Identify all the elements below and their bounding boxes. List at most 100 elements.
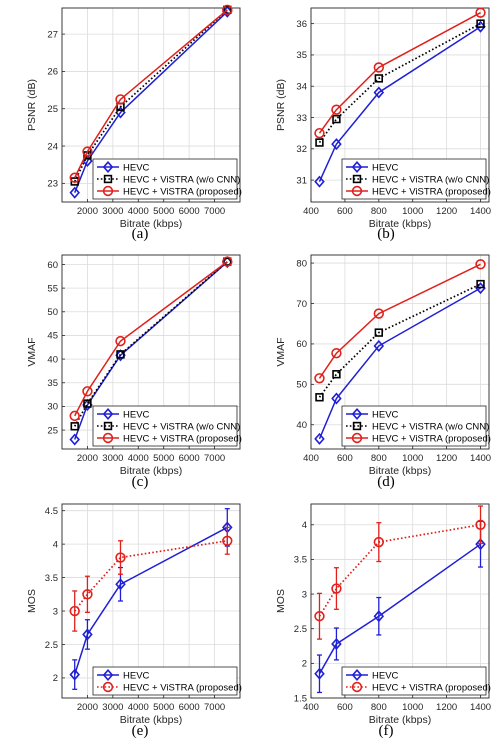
x-tick-label: 4000 xyxy=(128,206,149,217)
y-tick-label: 4 xyxy=(302,520,307,531)
y-tick-label: 55 xyxy=(47,283,58,294)
data-point xyxy=(331,637,342,650)
axes-frame xyxy=(61,503,241,699)
series-line xyxy=(73,260,228,427)
panel-caption: (e) xyxy=(132,723,149,739)
y-tick-label: 25 xyxy=(47,425,58,436)
data-point xyxy=(314,127,325,139)
series-line xyxy=(74,9,228,179)
panel-caption: (f) xyxy=(379,723,394,739)
data-point xyxy=(315,138,324,147)
axes-frame xyxy=(310,503,490,699)
legend-marker xyxy=(351,681,363,693)
x-tick-label: 1200 xyxy=(436,702,457,713)
x-axis-label: Bitrate (kbps) xyxy=(369,465,431,477)
data-point xyxy=(69,410,80,422)
series-3 xyxy=(69,4,233,183)
x-tick-label: 1400 xyxy=(470,702,491,713)
y-tick-label: 24 xyxy=(47,141,58,152)
chart-panel-1: 2000 3000 4000 5000 6000 7000 23 24 25 26 27 Bitrat… xyxy=(26,4,242,242)
series-line xyxy=(74,11,228,193)
legend-entry: HEVC + ViSTRA (proposed) xyxy=(372,433,491,444)
data-point xyxy=(475,538,486,551)
series-line xyxy=(318,543,481,675)
chart-panel-2: 400 600 800 1000 1200 1400 31 32 33 34 35 36 Bitrate… xyxy=(275,7,491,242)
y-tick-label: 2.5 xyxy=(294,624,307,635)
y-tick-label: 31 xyxy=(296,175,307,186)
x-tick-label: 1200 xyxy=(436,453,457,464)
y-tick-label: 60 xyxy=(47,260,58,271)
x-tick-label: 2000 xyxy=(77,453,98,464)
y-tick-label: 40 xyxy=(47,354,58,365)
y-tick-label: 26 xyxy=(47,67,58,78)
data-point xyxy=(331,138,342,151)
series-3 xyxy=(314,7,486,139)
x-axis-label: Bitrate (kbps) xyxy=(120,465,182,477)
x-tick-label: 1400 xyxy=(470,206,491,217)
data-point xyxy=(373,62,385,73)
legend-entry: HEVC + ViSTRA (proposed) xyxy=(372,186,491,197)
data-point xyxy=(373,536,385,548)
series-line xyxy=(318,22,481,144)
legend-entry: HEVC xyxy=(123,670,150,681)
axes-frame xyxy=(310,254,490,450)
y-axis-label: MOS xyxy=(26,589,38,613)
x-tick-label: 800 xyxy=(371,453,387,464)
data-point xyxy=(69,172,80,183)
y-tick-label: 70 xyxy=(296,299,307,310)
x-tick-label: 400 xyxy=(303,702,319,713)
y-tick-label: 4.5 xyxy=(45,506,58,517)
x-tick-label: 6000 xyxy=(179,702,200,713)
series-1 xyxy=(314,20,486,188)
data-point xyxy=(373,610,385,623)
x-tick-label: 5000 xyxy=(153,206,174,217)
legend-marker xyxy=(102,681,114,693)
y-tick-label: 27 xyxy=(47,29,58,40)
series-line xyxy=(73,526,228,675)
data-point xyxy=(332,114,341,124)
legend-marker xyxy=(352,421,362,431)
data-point xyxy=(83,399,92,408)
y-tick-label: 32 xyxy=(296,144,307,155)
legend-box xyxy=(92,666,238,696)
data-point xyxy=(70,422,79,431)
x-tick-label: 7000 xyxy=(204,702,225,713)
y-tick-label: 35 xyxy=(47,378,58,389)
x-tick-label: 2000 xyxy=(77,702,98,713)
data-point xyxy=(69,433,80,446)
data-point xyxy=(314,175,325,188)
legend-marker xyxy=(352,174,362,184)
data-point xyxy=(69,605,80,617)
y-tick-label: 3.5 xyxy=(294,555,307,566)
y-tick-label: 34 xyxy=(296,82,307,93)
y-tick-label: 3 xyxy=(53,606,58,617)
series-line xyxy=(318,287,481,440)
legend-entry: HEVC + ViSTRA (proposed) xyxy=(123,682,242,693)
legend-marker xyxy=(103,174,113,184)
y-tick-label: 40 xyxy=(296,420,307,431)
legend-entry: HEVC xyxy=(372,162,399,173)
y-axis-label: VMAF xyxy=(26,337,38,366)
data-point xyxy=(223,5,232,15)
y-axis-label: PSNR (dB) xyxy=(275,79,287,131)
data-point xyxy=(223,257,232,266)
panel-caption: (b) xyxy=(377,226,395,242)
data-point xyxy=(475,519,486,530)
x-tick-label: 400 xyxy=(303,206,319,217)
legend-entry: HEVC xyxy=(123,409,150,420)
data-point xyxy=(115,94,126,105)
series-2 xyxy=(315,19,485,147)
legend-entry: HEVC + ViSTRA (w/o CNN) xyxy=(123,174,240,185)
y-tick-label: 4 xyxy=(53,539,58,550)
y-tick-label: 50 xyxy=(47,307,58,318)
data-point xyxy=(373,339,385,352)
data-point xyxy=(315,393,324,402)
data-point xyxy=(476,19,485,28)
y-tick-label: 23 xyxy=(47,179,58,190)
legend-box xyxy=(341,666,487,696)
x-tick-label: 3000 xyxy=(102,453,123,464)
